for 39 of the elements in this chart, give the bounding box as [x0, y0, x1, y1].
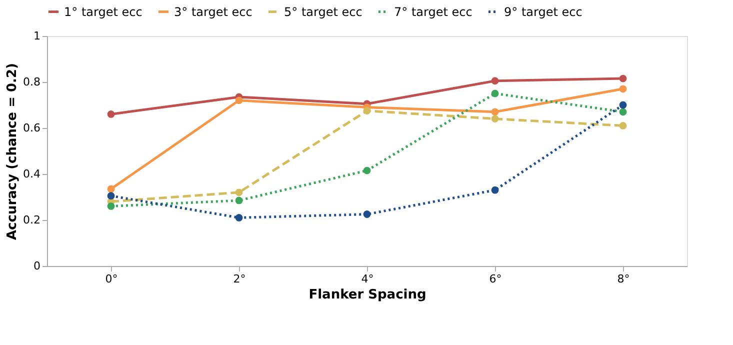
point [235, 188, 243, 196]
point [619, 122, 627, 130]
x-tick-label: 8° [617, 272, 630, 286]
legend-label: 9° target ecc [504, 4, 582, 19]
point [619, 74, 627, 82]
point [363, 166, 371, 174]
legend-label: 3° target ecc [174, 4, 252, 19]
x-axis-title: Flanker Spacing [308, 288, 426, 302]
legend-label: 1° target ecc [64, 4, 142, 19]
y-tick-label: 0.8 [23, 76, 40, 88]
point [235, 196, 243, 204]
point [619, 108, 627, 116]
point [619, 85, 627, 93]
point [491, 108, 499, 116]
point [235, 214, 243, 222]
y-tick-label: 0.2 [23, 214, 40, 226]
y-tick-label: 1 [34, 30, 40, 42]
x-tick-label: 2° [233, 272, 246, 286]
point [491, 77, 499, 85]
x-tick-label: 4° [361, 272, 374, 286]
x-tick-label: 6° [489, 272, 502, 286]
legend-label: 5° target ecc [284, 4, 362, 19]
point [491, 186, 499, 194]
point [107, 202, 115, 210]
point [491, 90, 499, 98]
point [107, 185, 115, 193]
point [363, 210, 371, 218]
point [619, 101, 627, 109]
point [235, 96, 243, 104]
point [491, 115, 499, 122]
legend-label: 7° target ecc [394, 4, 472, 19]
point [107, 110, 115, 118]
point [363, 107, 371, 114]
y-tick-label: 0 [34, 260, 40, 272]
x-tick-label: 0° [105, 272, 118, 286]
y-tick-label: 0.4 [23, 168, 40, 180]
point [107, 192, 115, 200]
y-tick-label: 0.6 [23, 122, 40, 134]
y-axis-title: Accuracy (chance = 0.2) [5, 63, 20, 240]
